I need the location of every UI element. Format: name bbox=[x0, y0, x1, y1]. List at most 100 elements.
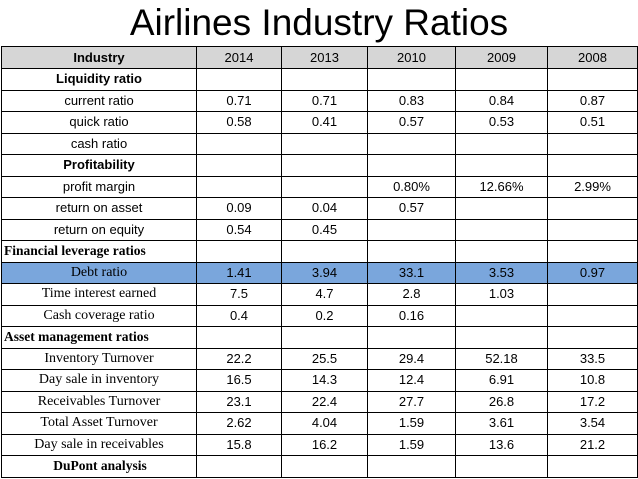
section-label: Financial leverage ratios bbox=[1, 240, 197, 263]
table-cell: 0.97 bbox=[547, 261, 638, 284]
table-cell: 12.4 bbox=[367, 369, 456, 392]
table-cell bbox=[455, 240, 548, 263]
table-cell bbox=[547, 304, 638, 327]
row-label: current ratio bbox=[1, 89, 197, 112]
table-cell bbox=[281, 68, 368, 91]
table-cell bbox=[455, 326, 548, 349]
table-cell: 21.2 bbox=[547, 433, 638, 456]
table-cell bbox=[547, 154, 638, 177]
table-cell bbox=[547, 283, 638, 306]
table-cell: 0.51 bbox=[547, 111, 638, 134]
table-cell: 2.99% bbox=[547, 175, 638, 198]
table-cell: 52.18 bbox=[455, 347, 548, 370]
column-header-2010: 2010 bbox=[367, 46, 456, 69]
table-row: Inventory Turnover 22.2 25.5 29.4 52.18 … bbox=[1, 347, 638, 370]
table-cell bbox=[455, 304, 548, 327]
row-label: return on asset bbox=[1, 197, 197, 220]
table-cell bbox=[367, 240, 456, 263]
table-cell bbox=[547, 240, 638, 263]
table-row: cash ratio bbox=[1, 132, 638, 155]
table-cell: 4.04 bbox=[281, 412, 368, 435]
table-cell bbox=[547, 197, 638, 220]
section-row-asset-management: Asset management ratios bbox=[1, 326, 638, 349]
table-cell: 1.59 bbox=[367, 433, 456, 456]
table-cell: 0.2 bbox=[281, 304, 368, 327]
table-cell: 7.5 bbox=[196, 283, 282, 306]
table-cell: 0.41 bbox=[281, 111, 368, 134]
table-cell bbox=[547, 132, 638, 155]
table-cell bbox=[281, 175, 368, 198]
table-cell bbox=[196, 154, 282, 177]
section-row-liquidity: Liquidity ratio bbox=[1, 68, 638, 91]
section-row-dupont: DuPont analysis bbox=[1, 455, 638, 478]
table-cell: 3.54 bbox=[547, 412, 638, 435]
table-cell: 17.2 bbox=[547, 390, 638, 413]
table-cell: 0.04 bbox=[281, 197, 368, 220]
table-cell bbox=[547, 326, 638, 349]
table-cell bbox=[196, 175, 282, 198]
table-cell: 23.1 bbox=[196, 390, 282, 413]
table-cell: 15.8 bbox=[196, 433, 282, 456]
table-row: return on equity 0.54 0.45 bbox=[1, 218, 638, 241]
table-cell: 0.87 bbox=[547, 89, 638, 112]
table-cell bbox=[196, 455, 282, 478]
table-cell: 16.5 bbox=[196, 369, 282, 392]
table-row: Day sale in inventory 16.5 14.3 12.4 6.9… bbox=[1, 369, 638, 392]
table-cell: 0.09 bbox=[196, 197, 282, 220]
section-row-financial-leverage: Financial leverage ratios bbox=[1, 240, 638, 263]
table-cell bbox=[455, 68, 548, 91]
table-cell: 0.45 bbox=[281, 218, 368, 241]
table-cell: 0.71 bbox=[281, 89, 368, 112]
table-cell bbox=[547, 455, 638, 478]
table-cell bbox=[196, 132, 282, 155]
table-cell: 3.94 bbox=[281, 261, 368, 284]
table-cell: 2.62 bbox=[196, 412, 282, 435]
section-label: Asset management ratios bbox=[1, 326, 197, 349]
table-cell: 1.41 bbox=[196, 261, 282, 284]
table-cell bbox=[281, 132, 368, 155]
table-cell bbox=[455, 218, 548, 241]
table-row: current ratio 0.71 0.71 0.83 0.84 0.87 bbox=[1, 89, 638, 112]
table-cell bbox=[367, 68, 456, 91]
section-label: Liquidity ratio bbox=[1, 68, 197, 91]
table-cell bbox=[547, 68, 638, 91]
table-cell: 0.71 bbox=[196, 89, 282, 112]
page-title: Airlines Industry Ratios bbox=[129, 2, 509, 43]
table-row: return on asset 0.09 0.04 0.57 bbox=[1, 197, 638, 220]
table-cell bbox=[367, 455, 456, 478]
table-cell: 33.1 bbox=[367, 261, 456, 284]
row-label: Receivables Turnover bbox=[1, 390, 197, 413]
table-cell: 0.4 bbox=[196, 304, 282, 327]
table-cell bbox=[455, 197, 548, 220]
table-cell: 0.57 bbox=[367, 111, 456, 134]
table-row: quick ratio 0.58 0.41 0.57 0.53 0.51 bbox=[1, 111, 638, 134]
table-cell: 12.66% bbox=[455, 175, 548, 198]
table-cell bbox=[367, 218, 456, 241]
table-cell bbox=[455, 154, 548, 177]
table-cell: 0.57 bbox=[367, 197, 456, 220]
table-cell: 0.84 bbox=[455, 89, 548, 112]
table-cell bbox=[367, 132, 456, 155]
ratios-table: Industry 2014 2013 2010 2009 2008 Liquid… bbox=[1, 46, 638, 478]
table-cell: 3.53 bbox=[455, 261, 548, 284]
table-row: profit margin 0.80% 12.66% 2.99% bbox=[1, 175, 638, 198]
table-cell: 2.8 bbox=[367, 283, 456, 306]
column-header-2013: 2013 bbox=[281, 46, 368, 69]
table-cell: 0.58 bbox=[196, 111, 282, 134]
table-cell: 6.91 bbox=[455, 369, 548, 392]
column-header-2009: 2009 bbox=[455, 46, 548, 69]
table-row: Receivables Turnover 23.1 22.4 27.7 26.8… bbox=[1, 390, 638, 413]
column-header-2008: 2008 bbox=[547, 46, 638, 69]
table-cell bbox=[367, 326, 456, 349]
table-cell: 3.61 bbox=[455, 412, 548, 435]
table-cell: 0.54 bbox=[196, 218, 282, 241]
table-cell: 0.16 bbox=[367, 304, 456, 327]
table-cell bbox=[455, 455, 548, 478]
table-cell: 25.5 bbox=[281, 347, 368, 370]
table-cell: 10.8 bbox=[547, 369, 638, 392]
table-cell: 0.80% bbox=[367, 175, 456, 198]
table-cell bbox=[196, 240, 282, 263]
table-cell bbox=[547, 218, 638, 241]
table-cell: 0.83 bbox=[367, 89, 456, 112]
table-row: Day sale in receivables 15.8 16.2 1.59 1… bbox=[1, 433, 638, 456]
